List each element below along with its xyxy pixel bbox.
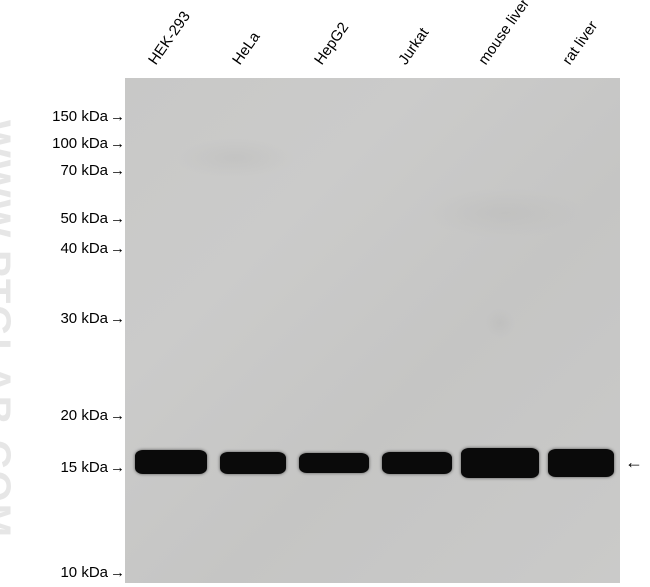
arrow-right-icon: → bbox=[110, 459, 125, 476]
ladder-text: 70 kDa bbox=[60, 162, 108, 179]
ladder-text: 50 kDa bbox=[60, 210, 108, 227]
band-indicator-arrow-icon: ← bbox=[625, 452, 643, 473]
protein-band bbox=[382, 452, 452, 474]
blot-membrane bbox=[125, 78, 620, 583]
ladder-text: 15 kDa bbox=[60, 459, 108, 476]
ladder-text: 20 kDa bbox=[60, 407, 108, 424]
ladder-text: 150 kDa bbox=[52, 108, 108, 125]
ladder-text: 30 kDa bbox=[60, 310, 108, 327]
ladder-item: 40 kDa → bbox=[60, 240, 125, 257]
arrow-right-icon: → bbox=[110, 162, 125, 179]
ladder-item: 20 kDa → bbox=[60, 407, 125, 424]
arrow-right-icon: → bbox=[110, 407, 125, 424]
lane-label: HEK-293 bbox=[145, 8, 194, 68]
blot-smudge bbox=[175, 138, 295, 178]
lane-label: Jurkat bbox=[395, 25, 432, 68]
ladder-item: 70 kDa → bbox=[60, 162, 125, 179]
ladder-text: 100 kDa bbox=[52, 135, 108, 152]
ladder-labels: 150 kDa → 100 kDa → 70 kDa → 50 kDa → 40… bbox=[0, 0, 125, 587]
lane-label: mouse liver bbox=[475, 0, 533, 68]
lane-labels: HEK-293 HeLa HepG2 Jurkat mouse liver ra… bbox=[125, 0, 620, 80]
ladder-item: 10 kDa → bbox=[60, 564, 125, 581]
ladder-item: 15 kDa → bbox=[60, 459, 125, 476]
blot-smudge bbox=[425, 188, 585, 238]
protein-band bbox=[220, 452, 286, 474]
arrow-right-icon: → bbox=[110, 240, 125, 257]
ladder-item: 30 kDa → bbox=[60, 310, 125, 327]
arrow-right-icon: → bbox=[110, 135, 125, 152]
protein-band bbox=[299, 453, 369, 473]
arrow-right-icon: → bbox=[110, 210, 125, 227]
lane-label: rat liver bbox=[559, 18, 601, 68]
blot-smudge bbox=[485, 308, 515, 338]
lane-label: HepG2 bbox=[311, 19, 352, 68]
figure-container: WWW.PTGLAB.COM 150 kDa → 100 kDa → 70 kD… bbox=[0, 0, 650, 587]
arrow-right-icon: → bbox=[110, 108, 125, 125]
arrow-right-icon: → bbox=[110, 310, 125, 327]
lane-label: HeLa bbox=[229, 29, 263, 68]
protein-band bbox=[548, 449, 614, 477]
ladder-text: 10 kDa bbox=[60, 564, 108, 581]
ladder-text: 40 kDa bbox=[60, 240, 108, 257]
protein-band bbox=[135, 450, 207, 474]
ladder-item: 150 kDa → bbox=[52, 108, 125, 125]
protein-band bbox=[461, 448, 539, 478]
arrow-right-icon: → bbox=[110, 564, 125, 581]
ladder-item: 50 kDa → bbox=[60, 210, 125, 227]
ladder-item: 100 kDa → bbox=[52, 135, 125, 152]
